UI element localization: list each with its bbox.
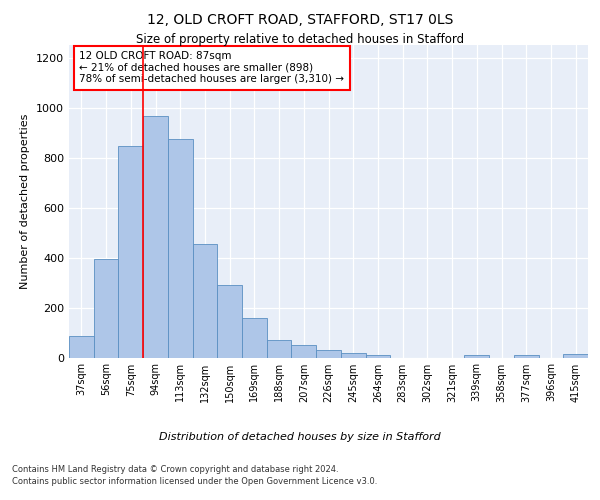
Y-axis label: Number of detached properties: Number of detached properties <box>20 114 31 289</box>
Bar <box>242 318 267 358</box>
Bar <box>193 244 217 358</box>
Bar <box>316 350 341 358</box>
Bar <box>143 116 168 358</box>
Bar <box>118 146 143 358</box>
Text: 12 OLD CROFT ROAD: 87sqm
← 21% of detached houses are smaller (898)
78% of semi-: 12 OLD CROFT ROAD: 87sqm ← 21% of detach… <box>79 52 344 84</box>
Bar <box>267 340 292 357</box>
Bar <box>69 336 94 357</box>
Text: Distribution of detached houses by size in Stafford: Distribution of detached houses by size … <box>159 432 441 442</box>
Bar <box>217 285 242 358</box>
Text: 12, OLD CROFT ROAD, STAFFORD, ST17 0LS: 12, OLD CROFT ROAD, STAFFORD, ST17 0LS <box>147 12 453 26</box>
Bar <box>563 354 588 358</box>
Bar <box>341 352 365 358</box>
Text: Contains public sector information licensed under the Open Government Licence v3: Contains public sector information licen… <box>12 478 377 486</box>
Text: Contains HM Land Registry data © Crown copyright and database right 2024.: Contains HM Land Registry data © Crown c… <box>12 465 338 474</box>
Bar <box>292 345 316 358</box>
Bar <box>94 259 118 358</box>
Bar <box>514 355 539 358</box>
Bar <box>464 355 489 358</box>
Bar <box>365 355 390 358</box>
Bar <box>168 138 193 358</box>
Text: Size of property relative to detached houses in Stafford: Size of property relative to detached ho… <box>136 32 464 46</box>
